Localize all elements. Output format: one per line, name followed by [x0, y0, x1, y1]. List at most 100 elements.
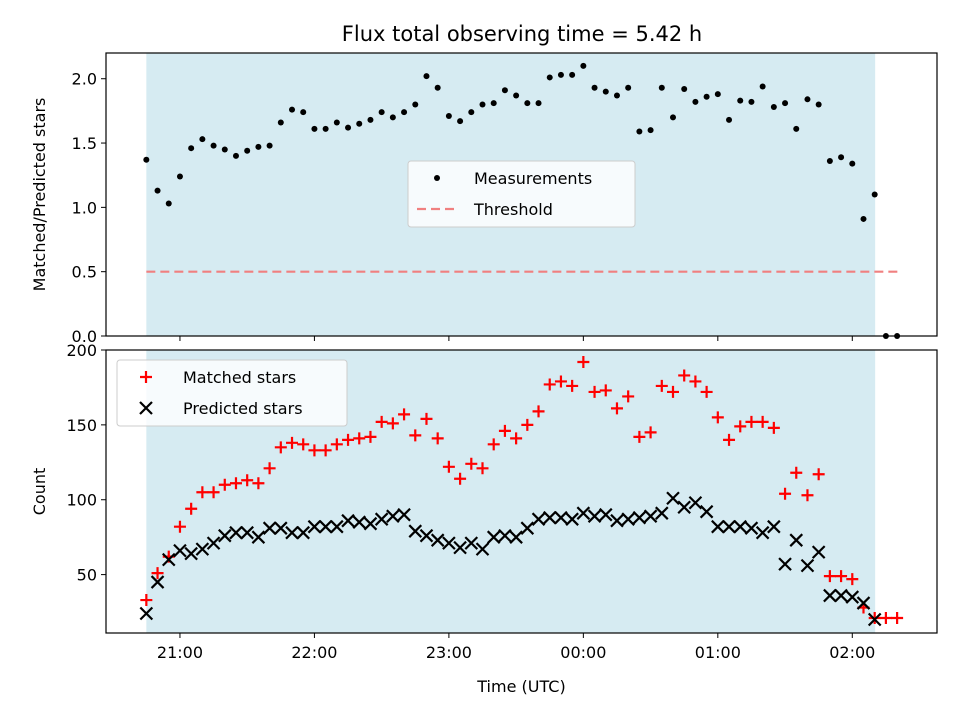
predicted-point: [453, 540, 467, 555]
predicted-point: [834, 588, 848, 603]
measurement-point: [804, 96, 811, 103]
matched-point: [622, 390, 635, 403]
y-axis-label: Count: [30, 468, 49, 516]
predicted-point: [677, 500, 691, 514]
matched-point: [196, 486, 209, 499]
predicted-point: [274, 521, 288, 535]
predicted-point: [341, 513, 355, 528]
predicted-point: [845, 590, 860, 604]
predicted-point: [733, 519, 748, 534]
measurement-point: [401, 109, 408, 116]
measurement-point: [468, 109, 475, 116]
predicted-point: [251, 530, 266, 544]
measurement-point: [389, 114, 396, 121]
predicted-point: [811, 545, 826, 559]
legend-label: Measurements: [474, 169, 592, 188]
predicted-point: [173, 543, 187, 558]
predicted-point: [419, 528, 434, 543]
matched-point: [510, 432, 523, 445]
predicted-point: [711, 519, 725, 534]
matched-point: [879, 612, 892, 625]
matched-point: [229, 477, 242, 490]
legend-box: [116, 359, 348, 427]
measurement-point: [557, 71, 564, 78]
matched-point: [386, 417, 399, 430]
measurement-point: [188, 145, 195, 152]
predicted-point: [386, 509, 400, 523]
measurement-point: [770, 104, 777, 111]
y-tick-label: 0.0: [72, 327, 97, 346]
measurement-point: [143, 156, 150, 163]
measurement-point: [546, 74, 553, 81]
predicted-point: [867, 612, 882, 627]
predicted-point: [744, 521, 759, 535]
matched-point: [465, 457, 478, 470]
measurement-point: [300, 109, 307, 116]
predicted-point: [150, 575, 165, 589]
predicted-point: [498, 528, 512, 543]
measurement-point: [176, 173, 183, 180]
chart-title: Flux total observing time = 5.42 h: [342, 22, 702, 46]
measurement-point: [838, 154, 845, 161]
matched-point: [756, 415, 769, 428]
matched-point: [241, 474, 254, 487]
predicted-point: [643, 509, 658, 523]
measurement-point: [513, 92, 520, 99]
predicted-point: [442, 536, 456, 550]
measurement-point: [636, 128, 643, 135]
predicted-point: [408, 524, 423, 538]
predicted-point: [789, 533, 804, 547]
predicted-point: [610, 513, 624, 528]
measurement-point: [199, 136, 206, 143]
measurement-point: [322, 125, 329, 132]
measurement-point: [367, 116, 374, 123]
measurement-point: [602, 88, 609, 95]
measurement-point: [333, 119, 340, 126]
predicted-point: [666, 491, 680, 506]
matched-point: [308, 444, 321, 457]
y-tick-label: 1.5: [72, 134, 97, 153]
matched-point: [274, 441, 287, 454]
predicted-point: [800, 558, 815, 573]
matched-point: [151, 567, 164, 580]
matched-point: [554, 375, 567, 388]
matched-point: [442, 460, 455, 473]
predicted-point: [296, 525, 310, 540]
matched-point: [790, 466, 803, 479]
measurement-point: [412, 101, 419, 108]
matched-point: [218, 478, 231, 491]
predicted-point: [565, 512, 579, 526]
predicted-point: [318, 519, 333, 534]
predicted-point: [778, 557, 792, 571]
measurement-point: [457, 118, 464, 125]
measurement-point: [569, 71, 576, 78]
measurement-point: [860, 215, 867, 222]
measurement-point: [311, 125, 318, 132]
legend: Matched stars Predicted stars: [116, 359, 348, 427]
measurement-point: [692, 98, 699, 105]
measurement-point: [591, 84, 598, 91]
measurement-point: [613, 92, 620, 99]
legend-plus-marker: [140, 371, 152, 383]
matched-point: [420, 412, 433, 425]
matched-point: [543, 378, 556, 391]
measurement-point: [669, 114, 676, 121]
matched-point: [532, 405, 545, 418]
measurement-point: [221, 146, 228, 153]
predicted-point: [688, 495, 703, 510]
measurement-point: [782, 100, 789, 107]
matched-point: [330, 438, 343, 451]
measurement-point: [490, 100, 497, 107]
ratio-panel: 0.0 0.5 1.0 1.5 2.0 Matched/Predicted stars Me…: [30, 52, 938, 346]
predicted-point: [397, 507, 411, 522]
measurement-point: [356, 120, 363, 127]
matched-point: [454, 472, 467, 485]
measurement-point: [703, 93, 710, 100]
axes-frame: [105, 52, 938, 337]
matched-point: [823, 570, 836, 583]
matched-point: [487, 438, 500, 451]
measurement-point: [445, 113, 452, 120]
measurement-point: [501, 87, 508, 94]
matched-point: [745, 415, 758, 428]
predicted-point: [542, 510, 557, 525]
